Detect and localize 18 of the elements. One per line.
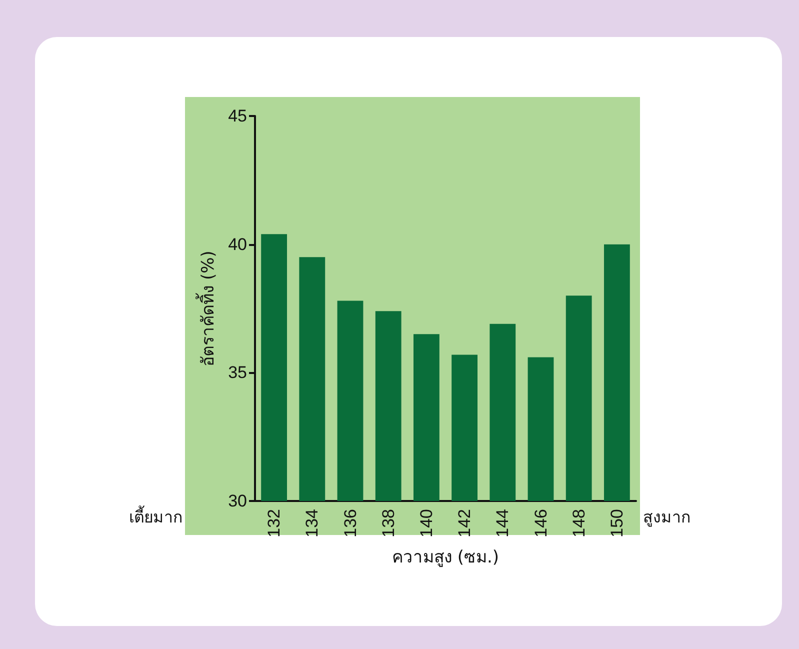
text: เตี้ยมาก [129, 506, 183, 526]
x-tick-label: 148 [569, 509, 588, 538]
x-tick-label: 136 [340, 509, 360, 538]
x-tick-label: 140 [416, 509, 436, 538]
text: สูงมาก [643, 508, 691, 528]
x-tick-label: 132 [264, 509, 284, 538]
x-axis-title: ความสูง (ซม.) [392, 548, 500, 568]
y-tick-label: 35 [228, 363, 247, 382]
y-tick-label: 40 [228, 234, 247, 254]
x-tick-label: 142 [455, 509, 474, 538]
x-tick-label: 146 [531, 509, 550, 538]
x-tick-label: 144 [493, 509, 512, 538]
y-tick-label: 30 [228, 492, 247, 510]
x-tick-label: 138 [378, 509, 398, 538]
x-tick-label: 150 [607, 509, 626, 538]
x-tick-label: 134 [302, 509, 322, 538]
y-axis-title: อัตราคัดทิ้ง (%) [196, 250, 218, 366]
y-tick-label: 45 [228, 106, 247, 126]
